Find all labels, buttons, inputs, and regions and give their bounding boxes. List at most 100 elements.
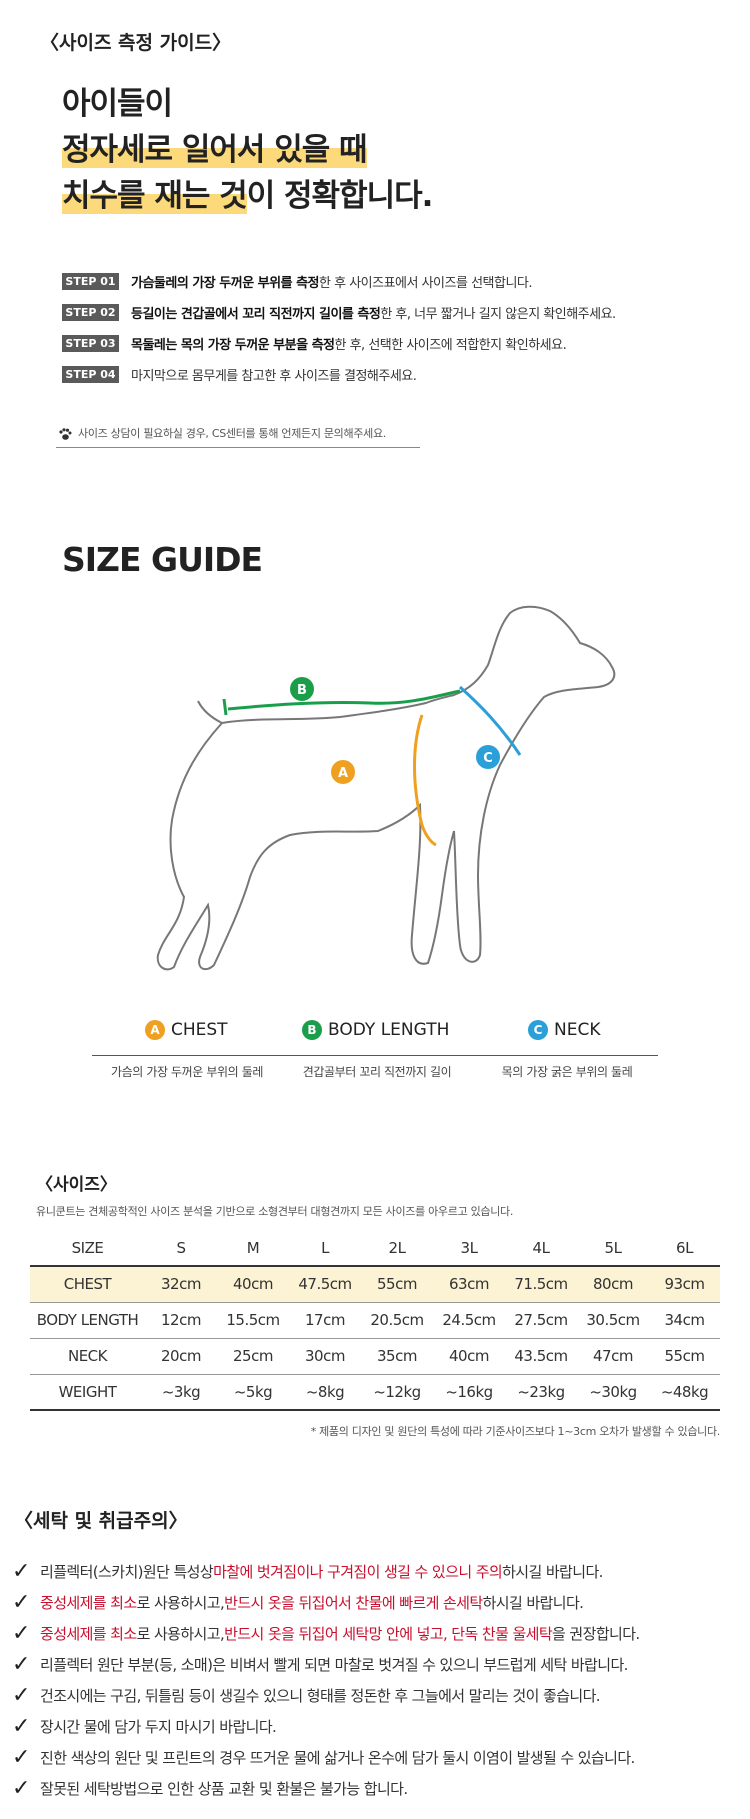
- care-text: 리플렉터(스카치)원단 특성상: [40, 1562, 214, 1581]
- legend-neck: C NECK: [528, 1020, 600, 1040]
- paw-icon: [58, 426, 72, 440]
- marker-c: [476, 745, 500, 769]
- table-cell: 30cm: [289, 1338, 361, 1375]
- size-table-subtitle: 유니쿤트는 견체공학적인 사이즈 분석을 기반으로 소형견부터 대형견까지 모든…: [36, 1205, 514, 1218]
- step-text-rest: 한 후 사이즈표에서 사이즈를 선택합니다.: [319, 275, 532, 291]
- check-icon: ✓: [12, 1744, 30, 1770]
- row-label-cell: NECK: [30, 1338, 145, 1375]
- table-cell: M: [217, 1230, 289, 1267]
- table-row: CHEST 32cm 40cm 47.5cm 55cm 63cm 71.5cm 80cm 93c…: [30, 1266, 720, 1303]
- table-cell: 34cm: [649, 1302, 720, 1339]
- step-text-bold: 등길이는 견갑골에서 꼬리 직전까지 길이를 측정: [131, 306, 381, 322]
- table-cell: ~8kg: [289, 1374, 361, 1411]
- table-cell: 12cm: [145, 1302, 217, 1339]
- legend-chest-dot: A: [145, 1020, 165, 1040]
- consult-note: 사이즈 상담이 필요하실 경우, CS센터를 통해 언제든지 문의해주세요.: [58, 425, 386, 441]
- legend-chest-label: CHEST: [171, 1020, 228, 1040]
- table-cell: 20cm: [145, 1338, 217, 1375]
- table-cell: L: [289, 1230, 361, 1267]
- headline: 아이들이 정자세로 일어서 있을 때 치수를 재는 것이 정확합니다.: [62, 82, 702, 222]
- care-text-emphasis: 반드시 옷을 뒤집어 세탁망 안에 넣고, 단독 찬물 울세탁: [224, 1624, 553, 1643]
- table-cell: 43.5cm: [505, 1338, 577, 1375]
- step-text-rest: 한 후, 너무 짧거나 길지 않은지 확인해주세요.: [380, 306, 616, 322]
- care-text: 건조시에는 구김, 뒤틀림 등이 생길수 있으니 형태를 정돈한 후 그늘에서 …: [40, 1686, 601, 1705]
- check-icon: ✓: [12, 1589, 30, 1615]
- care-title: 〈세탁 및 취급주의〉: [14, 1510, 188, 1532]
- step-row: STEP 04 마지막으로 몸무게를 참고한 후 사이즈를 결정해주세요.: [62, 363, 417, 385]
- table-row: SIZE S M L 2L 3L 4L 5L 6L: [30, 1230, 720, 1267]
- legend-neck-desc: 목의 가장 굵은 부위의 둘레: [501, 1065, 633, 1079]
- table-cell: 47.5cm: [289, 1266, 361, 1303]
- care-text: 을 권장합니다.: [552, 1624, 640, 1643]
- step-text: 등길이는 견갑골에서 꼬리 직전까지 길이를 측정한 후, 너무 짧거나 길지 …: [131, 303, 616, 322]
- table-cell: 63cm: [433, 1266, 505, 1303]
- size-table-title: 〈사이즈〉: [36, 1175, 117, 1195]
- check-icon: ✓: [12, 1713, 30, 1739]
- table-cell: 55cm: [649, 1338, 720, 1375]
- table-cell: 5L: [577, 1230, 649, 1267]
- step-badge: STEP 01: [62, 272, 119, 290]
- step-text-rest: 마지막으로 몸무게를 참고한 후 사이즈를 결정해주세요.: [131, 368, 417, 384]
- table-cell: 25cm: [217, 1338, 289, 1375]
- headline-line-3: 치수를 재는 것이 정확합니다.: [62, 174, 434, 218]
- care-text-emphasis: 중성세제를 최소: [40, 1624, 137, 1643]
- dog-diagram: B A C: [156, 605, 616, 971]
- care-item: ✓ 진한 색상의 원단 및 프린트의 경우 뜨거운 물에 삶거나 온수에 담가 둘…: [12, 1744, 635, 1770]
- step-row: STEP 01 가슴둘레의 가장 두꺼운 부위를 측정한 후 사이즈표에서 사이즈…: [62, 270, 532, 292]
- care-text: 하시길 바랍니다.: [482, 1593, 584, 1612]
- table-cell: 20.5cm: [361, 1302, 433, 1339]
- table-cell: 80cm: [577, 1266, 649, 1303]
- headline-rest: 이 정확합니다.: [246, 178, 434, 214]
- care-text: 진한 색상의 원단 및 프린트의 경우 뜨거운 물에 삶거나 온수에 담가 둘시…: [40, 1748, 635, 1767]
- step-text-bold: 가슴둘레의 가장 두꺼운 부위를 측정: [131, 275, 320, 291]
- consult-note-text: 사이즈 상담이 필요하실 경우, CS센터를 통해 언제든지 문의해주세요.: [78, 427, 386, 440]
- step-text-bold: 목둘레는 목의 가장 두꺼운 부분을 측정: [131, 337, 335, 353]
- table-row: WEIGHT ~3kg ~5kg ~8kg ~12kg ~16kg ~23kg ~30kg ~4…: [30, 1374, 720, 1411]
- step-badge: STEP 02: [62, 303, 119, 321]
- row-label-cell: WEIGHT: [30, 1374, 145, 1411]
- note-underline: [56, 447, 420, 448]
- step-badge: STEP 04: [62, 365, 119, 383]
- legend-body-length-label: BODY LENGTH: [328, 1020, 450, 1040]
- care-item: ✓ 장시간 물에 담가 두지 마시기 바랍니다.: [12, 1713, 277, 1739]
- table-cell: 15.5cm: [217, 1302, 289, 1339]
- check-icon: ✓: [12, 1651, 30, 1677]
- dog-outline: [156, 605, 616, 971]
- neck-line: [458, 685, 522, 756]
- table-cell: S: [145, 1230, 217, 1267]
- headline-line-1: 아이들이: [62, 86, 173, 122]
- table-cell: 3L: [433, 1230, 505, 1267]
- step-text: 가슴둘레의 가장 두꺼운 부위를 측정한 후 사이즈표에서 사이즈를 선택합니다…: [131, 272, 532, 291]
- legend-body-length-dot: B: [302, 1020, 322, 1040]
- care-text: 잘못된 세탁방법으로 인한 상품 교환 및 환불은 불가능 합니다.: [40, 1779, 408, 1798]
- legend-neck-dot: C: [528, 1020, 548, 1040]
- care-text-emphasis: 마찰에 벗겨짐이나 구겨짐이 생길 수 있으니 주의: [213, 1562, 503, 1581]
- table-cell: ~30kg: [577, 1374, 649, 1411]
- care-text-emphasis: 반드시 옷을 뒤집어서 찬물에 빠르게 손세탁: [224, 1593, 483, 1612]
- table-cell: 27.5cm: [505, 1302, 577, 1339]
- table-cell: 35cm: [361, 1338, 433, 1375]
- table-cell: ~5kg: [217, 1374, 289, 1411]
- body-length-line: [227, 689, 461, 711]
- body-length-end: [222, 698, 228, 716]
- table-cell: 2L: [361, 1230, 433, 1267]
- care-item: ✓ 건조시에는 구김, 뒤틀림 등이 생길수 있으니 형태를 정돈한 후 그늘에서…: [12, 1682, 601, 1708]
- marker-a-label: A: [338, 766, 348, 781]
- marker-b-label: B: [297, 683, 307, 698]
- legend-neck-label: NECK: [554, 1020, 601, 1040]
- marker-b: [290, 677, 314, 701]
- table-cell: ~23kg: [505, 1374, 577, 1411]
- step-text: 마지막으로 몸무게를 참고한 후 사이즈를 결정해주세요.: [131, 365, 417, 384]
- table-cell: ~48kg: [649, 1374, 720, 1411]
- table-cell: 40cm: [217, 1266, 289, 1303]
- marker-c-label: C: [483, 751, 493, 766]
- table-cell: ~12kg: [361, 1374, 433, 1411]
- step-row: STEP 02 등길이는 견갑골에서 꼬리 직전까지 길이를 측정한 후, 너무 …: [62, 301, 616, 323]
- table-row: BODY LENGTH 12cm 15.5cm 17cm 20.5cm 24.5cm 27.…: [30, 1302, 720, 1339]
- table-cell: ~3kg: [145, 1374, 217, 1411]
- check-icon: ✓: [12, 1682, 30, 1708]
- care-item: ✓ 잘못된 세탁방법으로 인한 상품 교환 및 환불은 불가능 합니다.: [12, 1776, 408, 1801]
- check-icon: ✓: [12, 1620, 30, 1646]
- table-cell: 47cm: [577, 1338, 649, 1375]
- legend-body-length: B BODY LENGTH: [302, 1020, 449, 1040]
